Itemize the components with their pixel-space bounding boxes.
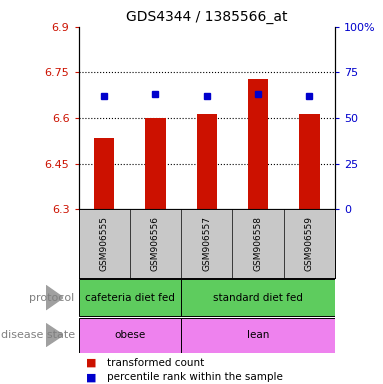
Text: ■: ■ xyxy=(86,372,97,382)
Text: standard diet fed: standard diet fed xyxy=(213,293,303,303)
Text: disease state: disease state xyxy=(0,330,75,340)
Text: GSM906557: GSM906557 xyxy=(202,216,211,271)
Polygon shape xyxy=(46,286,63,310)
Text: percentile rank within the sample: percentile rank within the sample xyxy=(107,372,283,382)
Polygon shape xyxy=(46,324,63,346)
Text: transformed count: transformed count xyxy=(107,358,205,368)
Bar xyxy=(79,318,181,353)
Bar xyxy=(94,138,115,209)
Bar xyxy=(248,79,268,209)
Bar xyxy=(145,118,166,209)
Bar xyxy=(299,114,320,209)
Text: lean: lean xyxy=(247,330,269,340)
Bar xyxy=(196,114,217,209)
Text: GSM906558: GSM906558 xyxy=(254,216,263,271)
Title: GDS4344 / 1385566_at: GDS4344 / 1385566_at xyxy=(126,10,288,25)
Text: GSM906559: GSM906559 xyxy=(305,216,314,271)
Bar xyxy=(79,279,181,316)
Bar xyxy=(181,318,335,353)
Text: GSM906556: GSM906556 xyxy=(151,216,160,271)
Text: obese: obese xyxy=(114,330,146,340)
Bar xyxy=(181,279,335,316)
Text: ■: ■ xyxy=(86,358,97,368)
Text: cafeteria diet fed: cafeteria diet fed xyxy=(85,293,175,303)
Text: protocol: protocol xyxy=(29,293,75,303)
Text: GSM906555: GSM906555 xyxy=(100,216,109,271)
